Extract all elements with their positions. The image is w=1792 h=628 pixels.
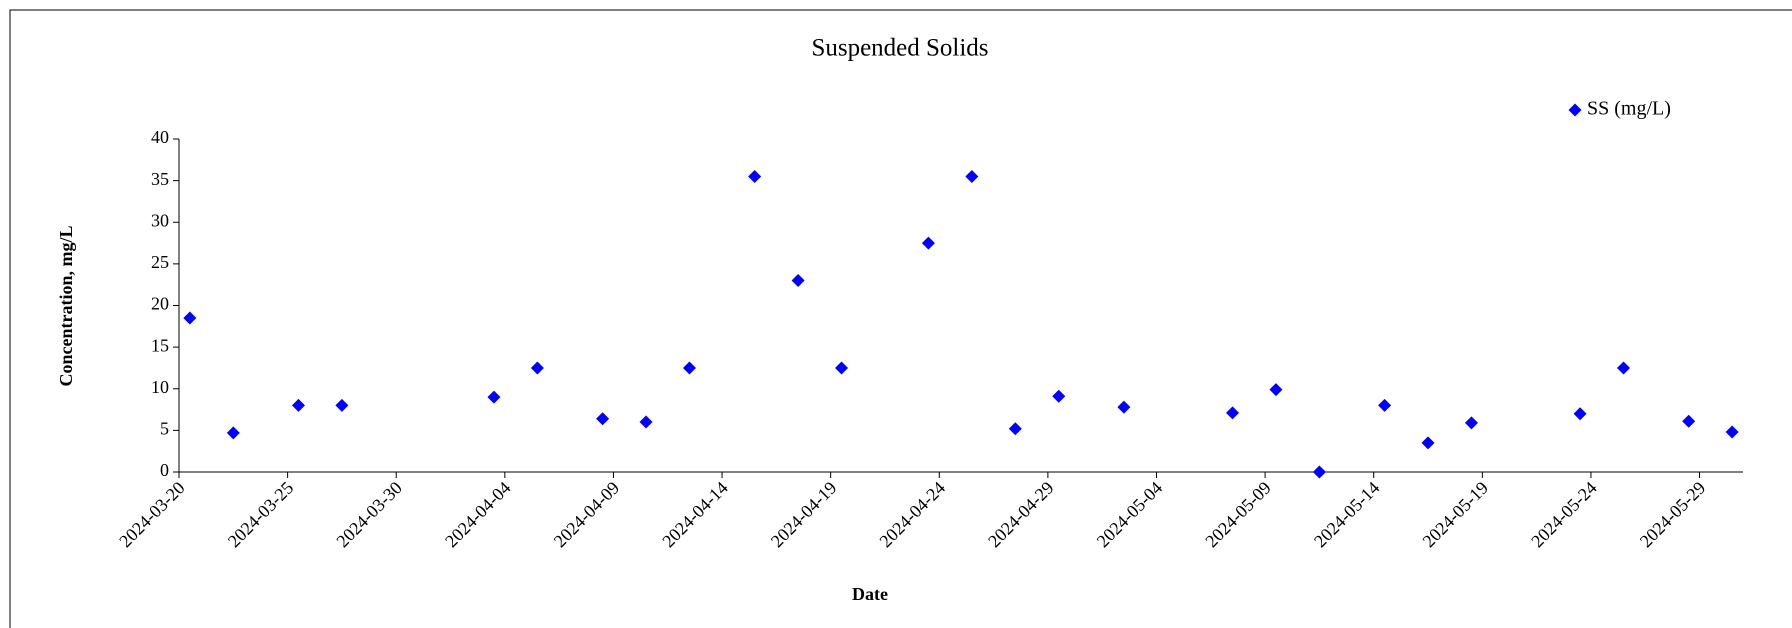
point: [748, 169, 762, 183]
chart-title: Suspended Solids: [811, 35, 988, 62]
point: [1573, 407, 1587, 421]
point: [226, 426, 240, 440]
x-tick-label: 2024-04-19: [767, 478, 841, 552]
y-tick-label: 35: [151, 169, 169, 189]
y-tick-label: 15: [151, 335, 169, 355]
x-tick-label: 2024-05-04: [1093, 478, 1167, 552]
y-tick-label: 25: [151, 252, 169, 272]
point: [1421, 436, 1435, 450]
point: [791, 274, 805, 288]
x-tick-label: 2024-03-25: [224, 478, 298, 552]
point: [1725, 425, 1739, 439]
point: [1269, 383, 1283, 397]
x-tick-label: 2024-05-19: [1419, 478, 1493, 552]
point: [1378, 398, 1392, 412]
point: [291, 398, 305, 412]
point: [1312, 465, 1326, 479]
legend-label: SS (mg/L): [1587, 98, 1671, 120]
point: [1117, 400, 1131, 414]
y-tick-label: 30: [151, 210, 169, 230]
point: [1617, 361, 1631, 375]
point: [530, 361, 544, 375]
x-axis-title: Date: [852, 584, 888, 604]
y-tick-label: 10: [151, 377, 169, 397]
y-axis-title: Concentration, mg/L: [56, 226, 76, 387]
y-tick-label: 0: [160, 460, 169, 480]
point: [183, 311, 197, 325]
point: [835, 361, 849, 375]
point: [1226, 406, 1240, 420]
legend-marker: [1568, 103, 1582, 117]
x-tick-label: 2024-04-24: [875, 478, 949, 552]
point: [1682, 414, 1696, 428]
x-tick-label: 2024-03-20: [115, 478, 189, 552]
x-tick-label: 2024-05-14: [1310, 478, 1384, 552]
x-tick-label: 2024-04-14: [658, 478, 732, 552]
y-tick-label: 40: [151, 127, 169, 147]
point: [965, 169, 979, 183]
point: [596, 412, 610, 426]
x-tick-label: 2024-05-09: [1201, 478, 1275, 552]
point: [682, 361, 696, 375]
point: [487, 390, 501, 404]
x-tick-label: 2024-04-04: [441, 478, 515, 552]
point: [1464, 416, 1478, 430]
point: [921, 236, 935, 250]
point: [335, 398, 349, 412]
x-tick-label: 2024-03-30: [332, 478, 406, 552]
x-tick-label: 2024-04-29: [984, 478, 1058, 552]
y-tick-label: 20: [151, 294, 169, 314]
chart-border: [9, 9, 1792, 628]
y-tick-label: 5: [160, 419, 169, 439]
point: [1052, 389, 1066, 403]
x-tick-label: 2024-05-24: [1527, 478, 1601, 552]
point: [639, 415, 653, 429]
point: [1008, 422, 1022, 436]
x-tick-label: 2024-04-09: [550, 478, 624, 552]
x-tick-label: 2024-05-29: [1636, 478, 1710, 552]
